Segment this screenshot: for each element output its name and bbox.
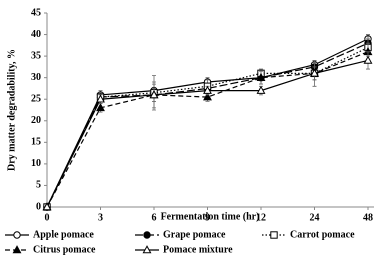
marker [363,55,373,64]
series [42,42,373,211]
x-axis-title: Fermentation time (hr) [161,211,260,222]
y-tick-label: 30 [31,72,41,83]
series-line [46,51,369,208]
marker [96,103,105,112]
y-tick-label: 35 [31,50,41,61]
marker [256,72,266,81]
y-axis-title: Dry matter degradability, % [6,49,17,171]
x-tick-label: 6 [152,212,157,223]
legend-label: Grape pomace [163,229,226,240]
series [43,38,372,211]
y-tick-label: 20 [31,115,41,126]
y-tick-label: 45 [31,7,41,18]
legend-marker [270,231,278,239]
y-tick-label: 10 [31,158,41,169]
legend-label: Apple pomace [33,229,94,240]
legend-label: Carrot pomace [290,229,355,240]
x-tick-label: 24 [310,212,320,223]
legend-marker [143,231,151,239]
legend-marker [12,245,22,254]
marker [42,202,52,211]
y-tick-label: 15 [31,137,41,148]
x-tick-label: 48 [363,212,373,223]
y-tick-label: 25 [31,94,41,105]
x-tick-label: 12 [256,212,266,223]
x-tick-label: 0 [45,212,50,223]
marker [149,90,159,99]
y-tick-label: 0 [36,201,41,212]
marker [96,94,105,103]
legend-label: Pomace mixture [163,244,233,255]
y-tick-label: 5 [36,180,41,191]
series [42,51,373,211]
series [43,36,372,211]
marker [203,92,212,101]
x-tick-label: 3 [98,212,103,223]
legend-marker [13,231,21,239]
marker [203,85,212,94]
marker [256,85,266,94]
marker [310,68,319,77]
legend-marker [142,245,152,254]
x-tick-label: 9 [205,212,210,223]
y-tick-label: 40 [31,29,41,40]
series-line [46,42,369,208]
legend-label: Citrus pomace [33,244,96,255]
